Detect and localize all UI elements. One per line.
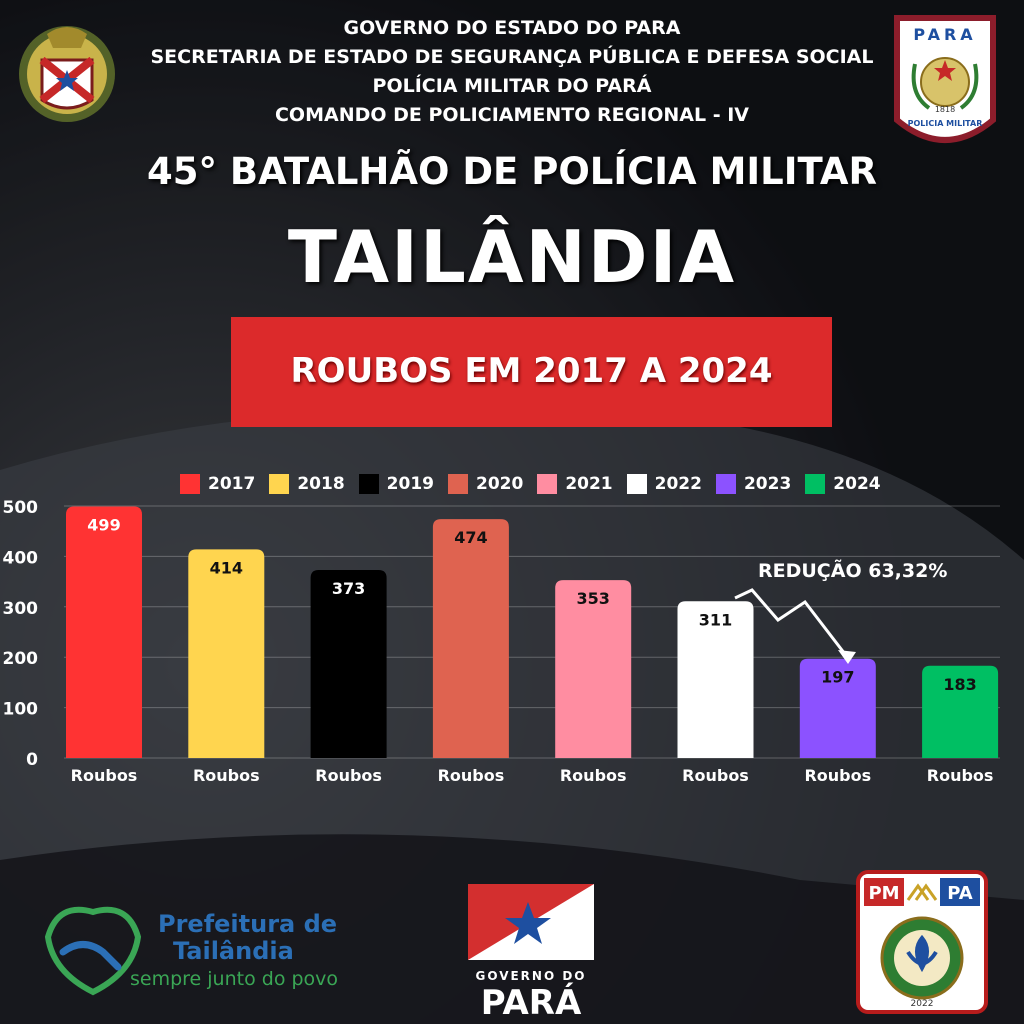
- legend-swatch: [626, 474, 647, 494]
- legend-label: 2023: [743, 474, 792, 494]
- reduction-arrow-icon: [734, 588, 850, 659]
- shield-banner: POLICIA MILITAR: [908, 119, 983, 128]
- x-category-label: Roubos: [560, 766, 627, 785]
- bar-value-label: 474: [454, 528, 487, 547]
- y-axis: 0 100 200 300 400 500: [3, 498, 39, 770]
- bar-value-label: 183: [943, 675, 976, 694]
- y-tick-label: 0: [26, 750, 38, 770]
- bar-2017: [66, 506, 142, 758]
- governo-para-logo: GOVERNO DO PARÁ: [468, 884, 594, 1019]
- bar-2021: [555, 580, 632, 758]
- chart-legend: 2017 2018 2019 2020 2021 2022 2023 2024: [180, 474, 895, 494]
- legend-swatch: [805, 474, 826, 494]
- x-category-label: Roubos: [193, 766, 260, 785]
- bar-value-label: 414: [210, 558, 243, 577]
- legend-item-2023: 2023: [715, 474, 792, 494]
- legend-label: 2021: [565, 474, 613, 494]
- x-category-label: Roubos: [682, 766, 749, 785]
- bar-value-label: 311: [699, 610, 732, 629]
- pmpa-left: PM: [868, 883, 899, 904]
- y-tick-label: 200: [3, 649, 39, 669]
- legend-item-2017: 2017: [180, 474, 255, 494]
- bar-chart: 0 100 200 300 400 500 499 414 373 474 353 311 197 18…: [3, 498, 1000, 785]
- governo-line2: PARÁ: [481, 982, 582, 1019]
- legend-item-2020: 2020: [447, 474, 524, 494]
- bar-2023: [799, 658, 876, 758]
- bar-2020: [432, 519, 509, 758]
- legend-label: 2022: [654, 474, 702, 494]
- header-line-2: SECRETARIA DE ESTADO DE SEGURANÇA PÚBLIC…: [150, 46, 874, 68]
- shield-label: PARA: [913, 25, 976, 44]
- governo-line1: GOVERNO DO: [475, 969, 586, 983]
- x-axis-labels: Roubos Roubos Roubos Roubos Roubos Roubos Roub…: [71, 766, 994, 785]
- shield-year: 1818: [935, 105, 955, 114]
- legend-item-2021: 2021: [537, 474, 613, 494]
- pmpa-battalion-logo: PM PA 2022: [856, 870, 988, 1014]
- title-banner: ROUBOS EM 2017 A 2024: [231, 317, 832, 427]
- banner-text: ROUBOS EM 2017 A 2024: [290, 351, 773, 391]
- pm-para-shield-logo: PARA 1818 POLICIA MILITAR: [894, 15, 996, 143]
- pmpa-year: 2022: [911, 999, 934, 1009]
- bar-2019: [310, 570, 387, 758]
- x-category-label: Roubos: [927, 766, 994, 785]
- x-category-label: Roubos: [804, 766, 871, 785]
- prefeitura-line3: sempre junto do povo: [130, 968, 338, 990]
- bar-value-label: 373: [332, 579, 365, 598]
- legend-item-2024: 2024: [805, 474, 881, 494]
- legend-swatch: [715, 474, 736, 494]
- legend-label: 2024: [833, 474, 881, 494]
- header-line-3: POLÍCIA MILITAR DO PARÁ: [372, 75, 652, 97]
- bar-2022: [677, 601, 754, 758]
- prefeitura-logo: Prefeitura de Tailândia sempre junto do …: [44, 906, 338, 996]
- bar-2024: [922, 665, 999, 758]
- legend-swatch: [447, 474, 468, 494]
- bar-value-label: 499: [87, 516, 120, 535]
- reduction-label: REDUÇÃO 63,32%: [758, 558, 947, 582]
- pmpa-right: PA: [947, 883, 973, 904]
- header-line-1: GOVERNO DO ESTADO DO PARA: [343, 17, 681, 39]
- header-line-4: COMANDO DE POLICIAMENTO REGIONAL - IV: [274, 104, 750, 126]
- legend-label: 2018: [297, 474, 345, 494]
- state-coat-of-arms-logo: [19, 26, 115, 122]
- legend-item-2022: 2022: [626, 474, 702, 494]
- legend-label: 2019: [386, 474, 434, 494]
- legend-item-2019: 2019: [358, 474, 434, 494]
- y-tick-label: 400: [3, 548, 39, 568]
- bars: 499 414 373 474 353 311 197 183: [66, 506, 999, 758]
- prefeitura-line1: Prefeitura de: [158, 910, 337, 938]
- city-title: TAILÂNDIA: [287, 215, 737, 299]
- bar-value-label: 197: [821, 668, 854, 687]
- legend-item-2018: 2018: [269, 474, 345, 494]
- header-block: GOVERNO DO ESTADO DO PARA SECRETARIA DE …: [0, 14, 1024, 130]
- y-tick-label: 500: [3, 498, 39, 518]
- x-category-label: Roubos: [438, 766, 505, 785]
- y-tick-label: 300: [3, 599, 39, 619]
- bar-2018: [188, 549, 265, 758]
- legend-swatch: [358, 474, 379, 494]
- reduction-annotation: REDUÇÃO 63,32%: [734, 558, 947, 664]
- arrowhead-icon: [838, 650, 856, 664]
- legend-swatch: [180, 474, 200, 494]
- legend-swatch: [269, 474, 290, 494]
- prefeitura-line2: Tailândia: [173, 937, 294, 965]
- legend-swatch: [537, 474, 558, 494]
- x-category-label: Roubos: [315, 766, 382, 785]
- legend-label: 2017: [208, 474, 256, 494]
- bar-value-label: 353: [576, 589, 609, 608]
- battalion-title: 45° BATALHÃO DE POLÍCIA MILITAR: [147, 150, 877, 193]
- y-tick-label: 100: [3, 700, 39, 720]
- legend-label: 2020: [475, 474, 524, 494]
- x-category-label: Roubos: [71, 766, 138, 785]
